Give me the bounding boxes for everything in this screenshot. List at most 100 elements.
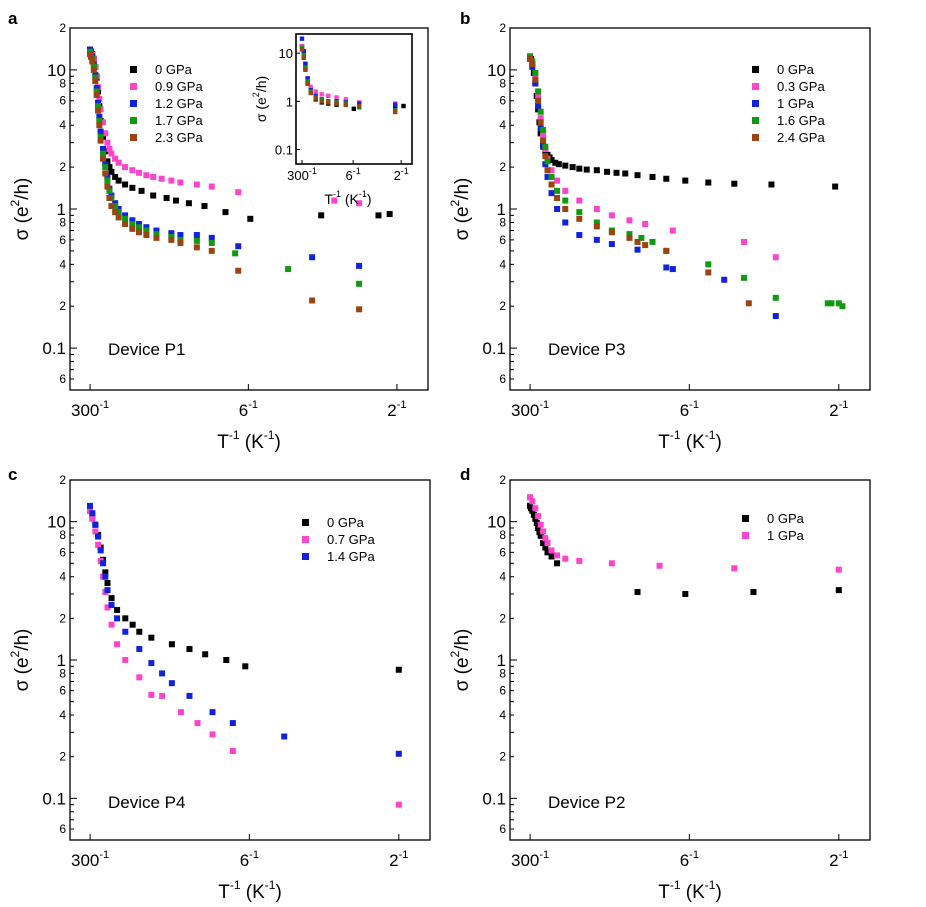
data-point	[235, 189, 242, 196]
data-point	[532, 73, 539, 80]
data-point	[202, 651, 209, 658]
data-point	[533, 519, 540, 526]
inset-data-point	[301, 53, 306, 58]
y-tick-label-minor: 6	[499, 233, 506, 247]
y-tick-label-minor: 4	[499, 257, 506, 271]
y-tick-label-minor: 2	[499, 611, 506, 625]
data-point	[593, 219, 600, 226]
data-point	[527, 55, 533, 62]
data-point	[106, 145, 113, 152]
data-point	[750, 589, 757, 596]
data-point	[537, 521, 544, 528]
device-label: Device P2	[548, 793, 625, 812]
data-point	[163, 194, 170, 201]
legend-swatch	[752, 117, 759, 124]
data-point	[663, 264, 670, 271]
data-point	[122, 164, 129, 171]
plot-frame	[509, 479, 871, 841]
data-point	[112, 155, 119, 162]
legend-swatch	[742, 515, 749, 522]
legend-label: 1.2 GPa	[155, 96, 203, 111]
data-point	[542, 153, 549, 160]
data-point	[201, 203, 208, 210]
legend: 0 GPa 1 GPa	[742, 511, 805, 543]
x-axis-ticks: 300-1 6-1 2-1	[71, 834, 408, 870]
data-point	[608, 560, 615, 567]
data-point	[136, 674, 143, 681]
inset-data-point	[357, 101, 362, 106]
data-point	[593, 223, 600, 230]
data-point	[129, 217, 136, 224]
data-point	[583, 166, 590, 173]
inset-data-point	[299, 47, 305, 52]
data-point	[208, 247, 215, 254]
y-tick-label-minor: 2	[59, 750, 66, 764]
data-point	[95, 107, 102, 114]
data-point	[136, 229, 143, 236]
legend-label: 1 GPa	[767, 528, 805, 543]
y-tick-label-minor: 4	[499, 570, 506, 584]
y-tick-label-minor: 2	[59, 473, 66, 487]
inset-data-point	[319, 99, 324, 104]
data-point	[663, 175, 670, 182]
data-point	[129, 221, 136, 228]
inset-data-point	[313, 96, 318, 101]
data-point	[835, 587, 842, 594]
data-point	[102, 569, 109, 576]
data-point	[115, 214, 122, 221]
data-point	[87, 502, 93, 509]
inset-data-point	[326, 93, 331, 99]
data-point	[168, 680, 175, 687]
data-point	[576, 557, 583, 564]
legend-swatch	[130, 134, 137, 141]
data-point	[576, 232, 583, 239]
data-point	[172, 197, 179, 204]
legend-label: 1.7 GPa	[155, 113, 203, 128]
data-series	[527, 494, 842, 597]
legend-label: 0.7 GPa	[327, 532, 375, 547]
x-tick-label: 6-1	[680, 399, 699, 420]
y-axis-ticks: 0.1 1 10 2 4 6 8 2 4 6 8 2 6	[482, 473, 517, 841]
data-point	[193, 181, 200, 188]
y-tick-label-minor: 4	[59, 257, 66, 271]
data-point	[104, 587, 111, 594]
inset-data-point	[305, 81, 310, 87]
data-point	[395, 750, 402, 757]
y-tick-label: 0.1	[42, 789, 66, 808]
inset: 10 1 0.1 300-1 6-1 2-1 T-1 (K-1) σ (e2/h)	[251, 33, 413, 207]
x-axis-ticks: 300-1 6-1 2-1	[511, 384, 848, 420]
data-point	[544, 549, 551, 556]
data-point	[223, 657, 230, 663]
data-point	[108, 150, 115, 157]
inset-y-tick-label: 1	[286, 94, 293, 109]
inset-data-point	[305, 76, 310, 81]
data-point	[537, 532, 544, 539]
inset-data-point	[303, 67, 308, 73]
data-point	[548, 553, 555, 560]
legend-label: 2.3 GPa	[155, 130, 203, 145]
series-2.4-GPa	[527, 55, 752, 307]
data-point	[122, 615, 129, 622]
data-point	[663, 247, 670, 254]
y-axis-ticks: 0.1 1 10 2 4 6 8 2 4 6 8 2 6	[42, 473, 77, 841]
legend-label: 0 GPa	[777, 62, 815, 77]
data-point	[835, 300, 842, 307]
x-axis-title: T-1 (K-1)	[217, 428, 281, 453]
inset-data-point	[299, 36, 305, 41]
legend-swatch	[302, 536, 309, 543]
data-point	[193, 237, 200, 244]
data-point	[108, 203, 115, 210]
legend-swatch	[302, 519, 309, 526]
data-point	[153, 234, 160, 241]
inset-data-point	[343, 97, 348, 102]
inset-data-point	[351, 106, 357, 111]
data-point	[745, 300, 752, 307]
series-2.3-GPa	[87, 51, 363, 313]
data-point	[535, 524, 542, 531]
legend-label: 1 GPa	[777, 96, 815, 111]
data-point	[634, 589, 641, 596]
data-point	[138, 187, 145, 194]
data-point	[129, 225, 136, 232]
data-point	[92, 74, 99, 81]
data-point	[705, 269, 712, 276]
